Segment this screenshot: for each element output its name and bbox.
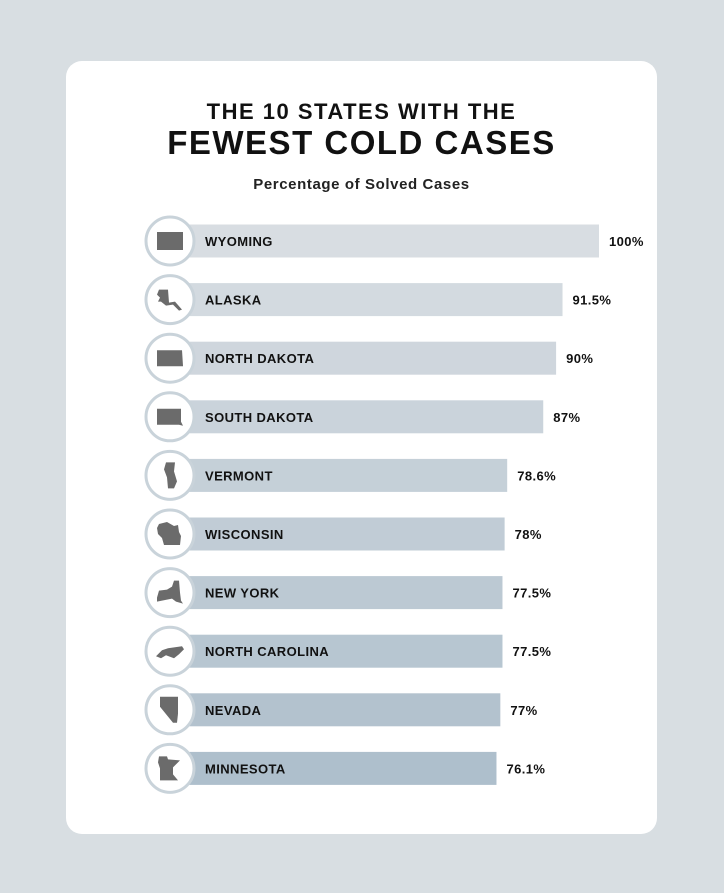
value-label: 87%	[553, 410, 580, 425]
title-line-2: FEWEST COLD CASES	[167, 124, 556, 161]
north-carolina-icon	[156, 646, 184, 659]
bar-row: MINNESOTA 76.1%	[144, 742, 545, 794]
bar	[170, 634, 503, 668]
title-line-1: THE 10 STATES WITH THE	[206, 99, 517, 124]
value-label: 76.1%	[506, 761, 545, 776]
wisconsin-icon	[157, 522, 181, 545]
bar-row: NEW YORK 77.5%	[144, 567, 551, 619]
bar	[170, 517, 505, 551]
value-label: 91.5%	[573, 293, 612, 308]
value-label: 78.6%	[517, 468, 556, 483]
wyoming-icon	[157, 232, 183, 250]
bar-row: NEVADA 77%	[144, 684, 537, 736]
category-label: MINNESOTA	[205, 761, 286, 776]
bar	[170, 576, 503, 610]
bar	[170, 693, 501, 727]
new-york-icon	[157, 580, 183, 604]
vermont-icon	[164, 462, 177, 489]
category-label: WYOMING	[205, 234, 273, 249]
chart-subtitle: Percentage of Solved Cases	[253, 176, 470, 193]
bar-row: VERMONT 78.6%	[144, 449, 556, 501]
category-label: NEW YORK	[205, 586, 280, 601]
value-label: 77.5%	[512, 644, 551, 659]
value-label: 90%	[566, 351, 593, 366]
category-label: NORTH CAROLINA	[205, 644, 329, 659]
bar-row: NORTH CAROLINA 77.5%	[144, 625, 551, 677]
south-dakota-icon	[157, 408, 183, 426]
icon-ring	[144, 274, 196, 326]
category-label: WISCONSIN	[205, 527, 284, 542]
bar-row: SOUTH DAKOTA 87%	[144, 391, 580, 443]
bar	[170, 751, 497, 785]
north-dakota-icon	[157, 350, 183, 367]
bar	[170, 400, 544, 434]
bar-row: ALASKA 91.5%	[144, 274, 612, 326]
category-label: VERMONT	[205, 468, 273, 483]
bar-row: NORTH DAKOTA 90%	[144, 332, 593, 384]
category-label: NEVADA	[205, 703, 262, 718]
bar	[170, 458, 508, 492]
minnesota-icon	[158, 756, 180, 781]
value-label: 77.5%	[512, 586, 551, 601]
category-label: ALASKA	[205, 293, 262, 308]
bar-row: WISCONSIN 78%	[144, 508, 542, 560]
alaska-icon	[157, 289, 182, 311]
bar	[170, 283, 563, 317]
value-label: 78%	[515, 527, 542, 542]
nevada-icon	[160, 696, 178, 723]
bar	[170, 224, 599, 258]
category-label: NORTH DAKOTA	[205, 351, 314, 366]
value-label: 100%	[609, 234, 644, 249]
value-label: 77%	[510, 703, 537, 718]
bar-row: WYOMING 100%	[144, 215, 644, 267]
bar	[170, 341, 557, 375]
category-label: SOUTH DAKOTA	[205, 410, 314, 425]
